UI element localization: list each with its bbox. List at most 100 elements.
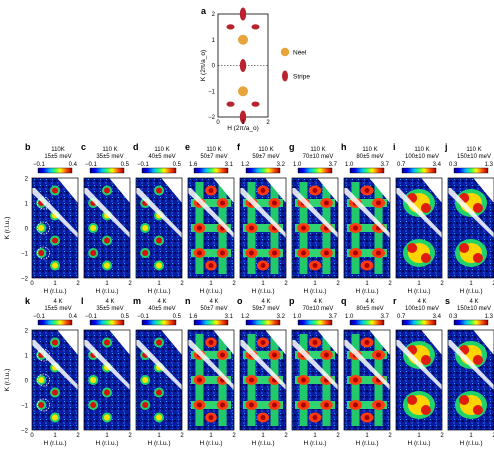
xtick: 0 [30,281,34,287]
panel-temperature: 110 K [154,147,169,153]
panel-energy: 15±5 meV [44,306,71,312]
map-spot-core [324,250,329,256]
map-spot-core [376,200,381,206]
map-spot-core [312,415,318,420]
map-spot-core [376,250,381,256]
ytick: 2 [25,329,29,335]
ytick: −1 [21,404,29,410]
xtick: 1 [365,281,369,287]
panel-energy: 50±7 meV [200,306,227,312]
colorbar-max: 3.7 [329,314,338,320]
colorbar [349,167,385,174]
map-spot-core [208,340,214,345]
colorbar [297,167,333,174]
xlabel: H (r.l.u.) [303,288,326,295]
map-diagonal-gap [344,340,390,390]
panel-energy: 150±10 meV [457,154,491,160]
colorbar-max: 0.5 [121,162,130,168]
xlabel: H (r.l.u.) [95,440,118,447]
inset-ylabel: K (2π/a_o) [200,50,207,81]
colorbar-max: 0.5 [121,314,130,320]
ytick: 1 [25,202,29,208]
xtick: 2 [180,281,184,287]
xlabel: H (r.l.u.) [199,288,222,295]
map-spot [156,414,162,421]
xlabel: H (r.l.u.) [95,288,118,295]
panel-label: k [25,296,31,306]
map-row [295,376,335,384]
map-diagonal-gap [188,188,234,238]
xtick: 1 [469,281,473,287]
map-diagonal-gap [448,340,494,390]
map-spot [420,253,431,263]
ytick: 0 [25,379,29,385]
xlabel: H (r.l.u.) [147,440,170,447]
xtick: 0 [30,433,34,439]
map-spot-core [260,415,266,420]
map-spot-core [364,340,370,345]
xtick: 1 [417,281,421,287]
map-spot [472,203,483,213]
map-row [191,249,231,257]
colorbar-max: 3.7 [381,314,390,320]
stripe-point-2 [239,110,247,124]
map-diagonal-gap [292,340,338,390]
panel-energy: 15±5 meV [44,154,71,160]
inset-points [226,7,260,124]
colorbar-min: −0.1 [85,314,98,320]
colorbar [193,167,229,174]
map-spot [459,243,470,253]
colorbar-max: 3.2 [277,162,286,168]
map-mask [473,178,494,203]
inset-ticks: 0 1 2 2 1 0 −1 −2 [208,12,270,126]
colorbar-max: 3.7 [381,162,390,168]
map-spot [52,339,58,346]
map-spot [104,389,110,396]
map-row [347,249,387,257]
map-row [295,224,335,232]
colorbar-min: 1.0 [293,314,302,320]
ylabel: K (r.l.u.) [4,217,11,240]
map-diagonal-gap [292,188,338,238]
colorbar-max: 0.4 [69,314,78,320]
xtick: 1 [209,281,213,287]
map-frame [187,177,235,279]
map-row [191,376,231,384]
map-spot-core [260,340,266,345]
map-frame [239,329,287,431]
map-diagonal-gap [396,340,442,390]
map-spot [142,250,149,256]
xlabel: H (r.l.u.) [355,440,378,447]
panel-label: i [393,142,396,152]
map-row [243,249,283,257]
map-spot [420,355,431,365]
xlabel: H (r.l.u.) [355,288,378,295]
map-frame [187,329,235,431]
inset-ytick: 2 [212,12,216,18]
panel-label: m [133,296,141,306]
colorbar-max: 3.1 [225,314,234,320]
colorbar [245,319,281,326]
colorbar-min: −0.1 [33,314,46,320]
panel-energy: 35±5 meV [96,306,123,312]
map-spot-core [220,200,225,206]
colorbar [37,167,73,174]
panel-temperature: 4 K [157,299,166,305]
stripe-point-1 [239,59,247,72]
map-row [243,401,283,409]
map-row [295,249,335,257]
panel-label: h [341,142,347,152]
legend-label: Néel [293,50,307,57]
xtick: 2 [232,281,236,287]
ytick: 1 [25,354,29,360]
map-spot-core [249,225,254,231]
xtick: 1 [157,281,161,287]
panel-temperature: 4 K [469,299,478,305]
